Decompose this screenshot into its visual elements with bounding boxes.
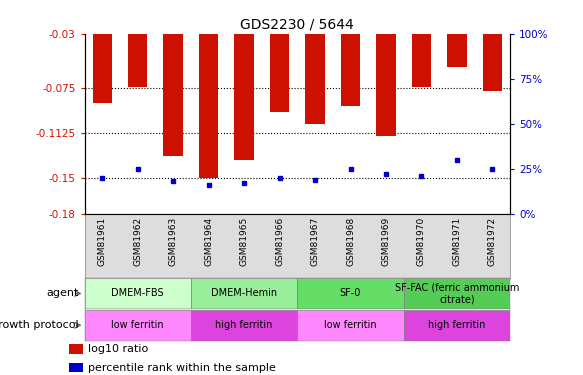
Bar <box>412 34 431 87</box>
Text: GSM81972: GSM81972 <box>488 217 497 266</box>
Bar <box>447 34 466 68</box>
Bar <box>85 278 191 309</box>
Text: DMEM-FBS: DMEM-FBS <box>111 288 164 298</box>
Bar <box>403 310 510 340</box>
Text: GSM81970: GSM81970 <box>417 217 426 266</box>
Text: log10 ratio: log10 ratio <box>87 344 148 354</box>
Text: low ferritin: low ferritin <box>111 320 164 330</box>
Bar <box>85 310 191 340</box>
Text: GSM81966: GSM81966 <box>275 217 284 266</box>
Bar <box>191 310 297 340</box>
Bar <box>191 278 297 309</box>
Text: high ferritin: high ferritin <box>216 320 273 330</box>
Bar <box>297 310 404 340</box>
Text: low ferritin: low ferritin <box>324 320 377 330</box>
Text: agent: agent <box>46 288 79 298</box>
Text: growth protocol: growth protocol <box>0 320 79 330</box>
Bar <box>234 34 254 160</box>
Text: GSM81968: GSM81968 <box>346 217 355 266</box>
Bar <box>93 34 112 104</box>
Bar <box>403 278 510 309</box>
Text: GSM81969: GSM81969 <box>381 217 391 266</box>
Bar <box>69 363 83 372</box>
Bar <box>128 34 147 87</box>
Bar <box>305 34 325 124</box>
Text: percentile rank within the sample: percentile rank within the sample <box>87 363 276 373</box>
Text: GSM81971: GSM81971 <box>452 217 461 266</box>
Text: GSM81961: GSM81961 <box>98 217 107 266</box>
Text: SF-FAC (ferric ammonium
citrate): SF-FAC (ferric ammonium citrate) <box>395 283 519 304</box>
Title: GDS2230 / 5644: GDS2230 / 5644 <box>240 17 354 31</box>
Bar <box>163 34 183 156</box>
Text: DMEM-Hemin: DMEM-Hemin <box>211 288 277 298</box>
Text: high ferritin: high ferritin <box>429 320 486 330</box>
Bar <box>270 34 289 112</box>
Text: GSM81965: GSM81965 <box>240 217 248 266</box>
Bar <box>199 34 219 178</box>
Bar <box>341 34 360 106</box>
Text: GSM81967: GSM81967 <box>311 217 319 266</box>
Text: SF-0: SF-0 <box>340 288 361 298</box>
Bar <box>69 344 83 354</box>
Text: GSM81964: GSM81964 <box>204 217 213 266</box>
Bar <box>376 34 396 136</box>
Text: GSM81963: GSM81963 <box>168 217 178 266</box>
Bar <box>297 278 404 309</box>
Bar <box>483 34 502 92</box>
Text: GSM81962: GSM81962 <box>134 217 142 266</box>
